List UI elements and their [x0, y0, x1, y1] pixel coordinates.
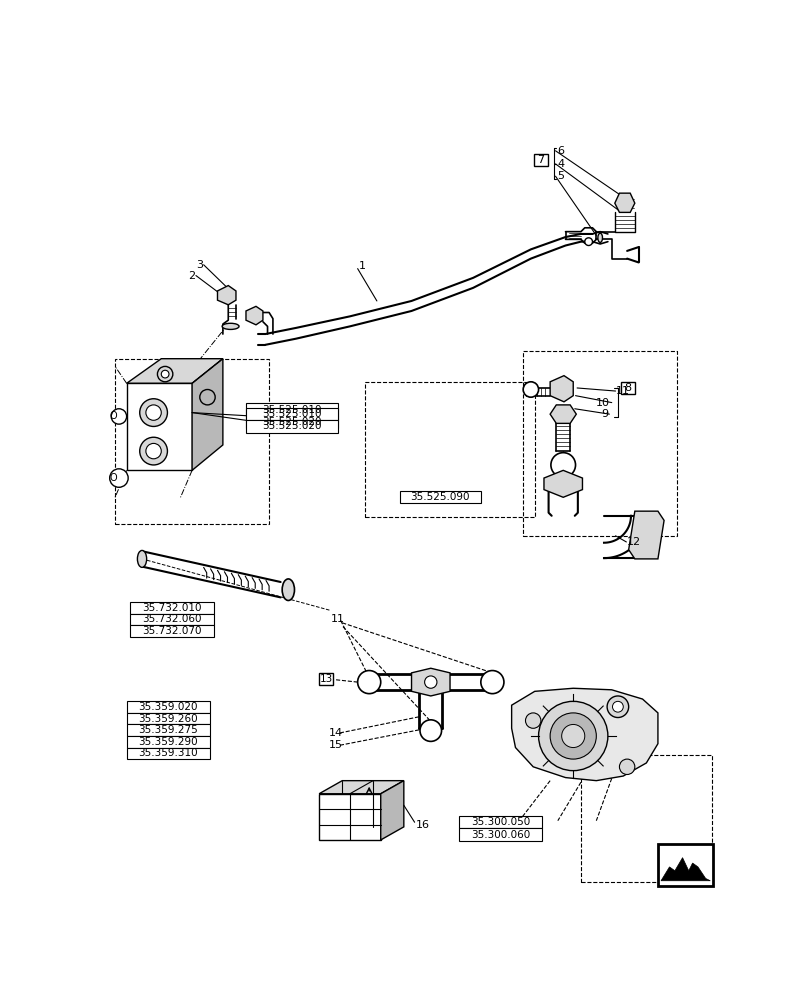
Bar	[534, 154, 547, 166]
Bar	[459, 816, 542, 828]
Text: 35.525.090: 35.525.090	[410, 492, 470, 502]
Bar	[127, 748, 209, 759]
Polygon shape	[319, 781, 403, 794]
Polygon shape	[246, 306, 263, 325]
Bar	[131, 625, 213, 637]
Bar	[657, 844, 713, 886]
Text: 1: 1	[358, 261, 366, 271]
Polygon shape	[192, 359, 222, 470]
Text: 35.525.010: 35.525.010	[262, 405, 321, 415]
Circle shape	[146, 405, 161, 420]
Bar	[522, 351, 676, 536]
Circle shape	[550, 713, 595, 759]
Text: 8: 8	[624, 383, 631, 393]
Text: O: O	[109, 411, 118, 421]
Circle shape	[146, 443, 161, 459]
Text: 9: 9	[600, 409, 607, 419]
Bar	[620, 382, 634, 394]
Polygon shape	[550, 405, 576, 423]
Circle shape	[522, 382, 538, 397]
Polygon shape	[127, 383, 192, 470]
Circle shape	[139, 399, 167, 426]
Bar	[131, 614, 213, 625]
Text: 15: 15	[328, 740, 343, 750]
Ellipse shape	[597, 233, 602, 242]
Text: 5: 5	[556, 171, 564, 181]
Ellipse shape	[281, 579, 294, 600]
Text: 3: 3	[195, 260, 203, 270]
Circle shape	[357, 671, 380, 694]
Text: 35.732.010: 35.732.010	[142, 603, 202, 613]
Polygon shape	[217, 286, 236, 305]
Text: 35.525.010: 35.525.010	[262, 409, 321, 419]
Circle shape	[424, 676, 436, 688]
Bar	[246, 420, 338, 433]
Text: 7: 7	[537, 155, 544, 165]
Polygon shape	[380, 781, 403, 840]
Circle shape	[157, 366, 173, 382]
Circle shape	[200, 389, 215, 405]
Circle shape	[480, 671, 504, 694]
Text: 2: 2	[188, 271, 195, 281]
Text: 35.359.310: 35.359.310	[138, 748, 198, 758]
Polygon shape	[127, 359, 222, 383]
Polygon shape	[411, 668, 449, 696]
Text: 35.359.290: 35.359.290	[138, 737, 198, 747]
Text: 35.732.060: 35.732.060	[142, 614, 202, 624]
Circle shape	[111, 409, 127, 424]
Circle shape	[139, 437, 167, 465]
Polygon shape	[550, 376, 573, 402]
Bar	[127, 724, 209, 736]
Bar	[459, 828, 542, 841]
Bar	[246, 408, 338, 420]
Circle shape	[525, 713, 540, 728]
Circle shape	[550, 453, 575, 477]
Text: 4: 4	[556, 159, 564, 169]
Text: 10: 10	[595, 398, 609, 408]
Text: 13: 13	[319, 674, 333, 684]
Circle shape	[607, 696, 628, 718]
Polygon shape	[614, 193, 634, 212]
Bar	[131, 602, 213, 614]
Circle shape	[611, 701, 623, 712]
Ellipse shape	[222, 323, 238, 329]
Text: 11: 11	[330, 614, 344, 624]
Bar	[246, 416, 338, 428]
Bar	[127, 701, 209, 713]
Circle shape	[584, 238, 592, 246]
Text: 11: 11	[615, 386, 629, 396]
Circle shape	[161, 370, 169, 378]
Bar	[127, 713, 209, 724]
Text: 16: 16	[415, 820, 429, 830]
Polygon shape	[511, 688, 657, 781]
Circle shape	[561, 724, 584, 748]
Text: 6: 6	[556, 146, 564, 156]
Text: 35.525.020: 35.525.020	[262, 421, 321, 431]
Text: 35.300.050: 35.300.050	[470, 817, 530, 827]
Text: 35.732.070: 35.732.070	[142, 626, 202, 636]
Text: 14: 14	[328, 728, 343, 738]
Circle shape	[419, 720, 441, 741]
Text: 12: 12	[626, 537, 641, 547]
Text: 35.300.060: 35.300.060	[470, 830, 530, 840]
Polygon shape	[660, 858, 710, 881]
Polygon shape	[543, 470, 581, 497]
Bar	[365, 382, 534, 517]
Text: 35.359.260: 35.359.260	[138, 714, 198, 724]
Polygon shape	[628, 511, 663, 559]
Text: O: O	[109, 473, 118, 483]
Bar	[127, 736, 209, 748]
Ellipse shape	[137, 550, 147, 567]
Bar	[319, 673, 333, 685]
Bar	[115, 359, 268, 524]
Bar	[400, 491, 480, 503]
Text: 35.525.020: 35.525.020	[262, 417, 321, 427]
Text: 35.359.020: 35.359.020	[139, 702, 198, 712]
Circle shape	[619, 759, 634, 774]
Bar	[246, 403, 338, 416]
Polygon shape	[319, 794, 380, 840]
Circle shape	[109, 469, 128, 487]
Text: 35.359.275: 35.359.275	[138, 725, 198, 735]
Circle shape	[538, 701, 607, 771]
